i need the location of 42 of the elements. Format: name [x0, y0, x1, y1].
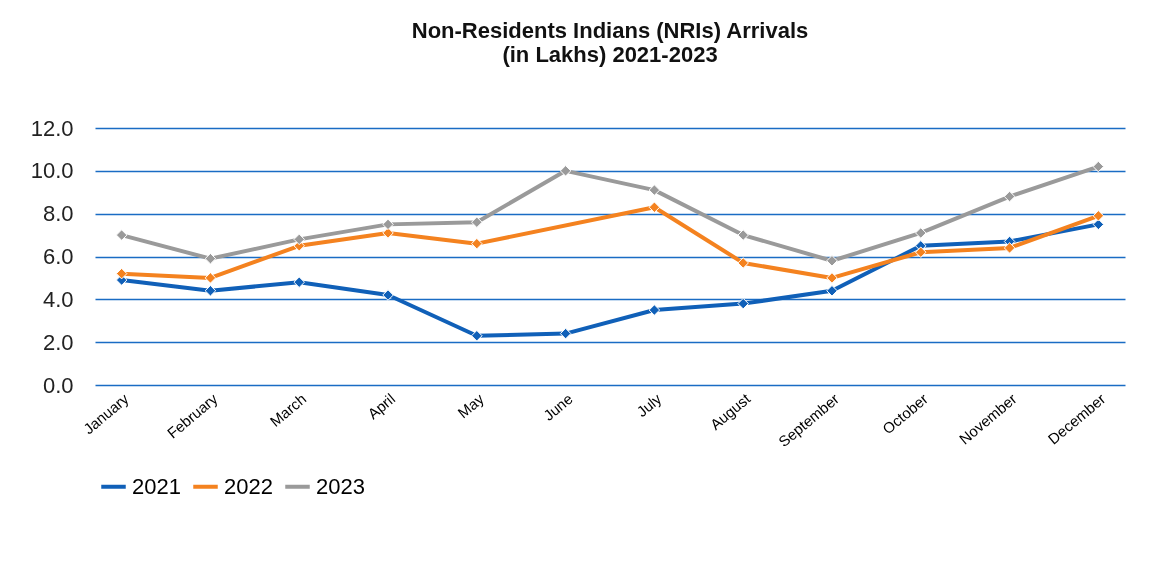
point	[115, 229, 128, 241]
legend-label: 2023	[316, 473, 365, 499]
point	[115, 267, 128, 280]
point	[382, 218, 394, 231]
x-tick-label: July	[633, 389, 665, 421]
y-tick-label: 2.0	[42, 329, 74, 355]
point	[915, 246, 927, 258]
point	[648, 304, 661, 316]
text: Non-Residents Indians (NRIs) Arrivals	[411, 18, 809, 43]
point	[915, 227, 927, 239]
point	[293, 233, 305, 246]
point	[1092, 210, 1105, 222]
x-tick-label: June	[539, 389, 576, 424]
point	[471, 330, 483, 342]
y-tick-label: 0.0	[42, 372, 74, 398]
y-tick-label: 8.0	[42, 201, 74, 227]
legend-label: 2022	[224, 473, 273, 499]
y-tick-label: 6.0	[42, 244, 74, 269]
text: (in Lakhs) 2021-2023	[502, 42, 718, 67]
point	[204, 252, 217, 265]
x-tick-label: May	[454, 389, 488, 422]
legend-label: 2021	[132, 473, 181, 499]
point	[737, 297, 749, 310]
y-tick-label: 4.0	[42, 286, 74, 312]
point	[382, 289, 394, 301]
point	[204, 285, 217, 297]
point	[559, 165, 572, 177]
point	[471, 216, 483, 228]
point	[1003, 190, 1016, 203]
point	[471, 237, 483, 250]
point	[559, 327, 572, 340]
point	[648, 201, 661, 213]
point	[826, 272, 838, 284]
y-tick-label: 10.0	[30, 158, 74, 184]
point	[737, 229, 749, 241]
point	[737, 257, 749, 269]
point	[648, 184, 661, 196]
point	[1092, 160, 1105, 173]
point	[293, 276, 305, 288]
y-tick-label: 12.0	[30, 115, 74, 141]
point	[204, 272, 217, 284]
point	[1003, 242, 1016, 254]
